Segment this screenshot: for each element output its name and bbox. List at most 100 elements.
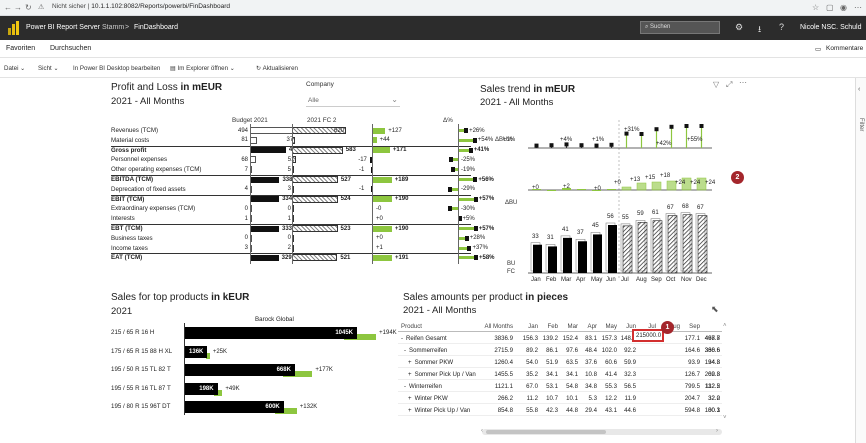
star-icon[interactable]: ☆ <box>812 3 820 12</box>
expand-toggle-icon[interactable]: - <box>404 347 407 354</box>
scrollbar-thumb[interactable] <box>486 430 606 434</box>
matrix-cell[interactable]: 43.1 <box>605 407 617 414</box>
matrix-header-cell[interactable]: All Months <box>484 323 513 330</box>
matrix-header-cell[interactable]: Aug <box>669 323 680 330</box>
download-icon[interactable]: ⭳ <box>758 24 762 34</box>
matrix-cell[interactable]: 44.8 <box>566 407 578 414</box>
matrix-cell[interactable]: 148.7 <box>620 335 636 342</box>
matrix-header-cell[interactable]: Product <box>401 323 423 330</box>
matrix-cell[interactable]: 55.8 <box>526 407 538 414</box>
matrix-cell[interactable]: 10.8 <box>585 371 597 378</box>
search-input[interactable]: ⌕ Suchen <box>640 21 720 34</box>
matrix-cell[interactable]: 67.0 <box>526 383 538 390</box>
matrix-cell[interactable]: 10.7 <box>546 395 558 402</box>
matrix-cell[interactable]: 80.3 <box>708 407 720 414</box>
matrix-cell[interactable]: 34.1 <box>566 371 578 378</box>
address-bar[interactable]: Nicht sicher | 10.1.1.102:8082/Reports/p… <box>52 3 231 10</box>
matrix-row[interactable]: + Sommer Pick Up / Van 1455.5 35.2 34.1 34.1 1… <box>398 369 722 380</box>
file-menu[interactable]: Datei ⌄ <box>4 65 26 72</box>
matrix-cell[interactable]: 42.3 <box>546 407 558 414</box>
expand-icon[interactable]: ⤢ <box>726 80 733 89</box>
matrix-cell[interactable]: 32.2 <box>708 395 720 402</box>
matrix-cell[interactable]: 266.2 <box>497 395 513 402</box>
explorer-button[interactable]: ▤ Im Explorer öffnen ⌄ <box>170 65 235 72</box>
matrix-cell[interactable]: 48.4 <box>585 347 597 354</box>
matrix-cell[interactable]: 56.5 <box>624 383 636 390</box>
matrix-cell[interactable]: 94.8 <box>708 359 720 366</box>
matrix-row-label[interactable]: + Winter PKW <box>408 393 448 404</box>
matrix-cell[interactable]: 53.1 <box>546 383 558 390</box>
matrix-cell[interactable]: 35.2 <box>526 371 538 378</box>
matrix-cell[interactable]: 5.3 <box>588 395 597 402</box>
edit-desktop-button[interactable]: In Power BI Desktop bearbeiten <box>73 65 161 72</box>
comment-icon[interactable]: ▭ <box>815 46 822 53</box>
matrix-cell[interactable]: 2715.9 <box>494 347 513 354</box>
matrix-cell[interactable]: 11.9 <box>624 395 636 402</box>
matrix-cell[interactable]: 29.4 <box>585 407 597 414</box>
matrix-cell[interactable]: 3836.9 <box>494 335 513 342</box>
edited-cell-value[interactable]: 215000.0 <box>636 332 662 339</box>
matrix-row-label[interactable]: + Sommer PKW <box>408 357 453 368</box>
browse-link[interactable]: Durchsuchen <box>50 45 92 52</box>
scroll-up-icon[interactable]: ˄ <box>723 323 727 329</box>
matrix-cell[interactable]: 134.3 <box>704 359 720 366</box>
matrix-cell[interactable]: 204.7 <box>684 395 700 402</box>
matrix-cell[interactable]: 89.2 <box>526 347 538 354</box>
expand-toggle-icon[interactable]: + <box>408 359 412 366</box>
matrix-cell[interactable]: 164.6 <box>684 347 700 354</box>
matrix-cell[interactable]: 12.2 <box>605 395 617 402</box>
company-slicer[interactable]: Company Alle ⌄ <box>306 81 400 107</box>
filter-icon[interactable]: ▽ <box>713 80 720 89</box>
matrix-row-label[interactable]: + Winter Pick Up / Van <box>408 405 470 416</box>
tabs-icon[interactable]: ▢ <box>826 3 834 12</box>
help-icon[interactable]: ? <box>779 22 785 32</box>
gear-icon[interactable]: ⚙ <box>735 22 744 32</box>
comments-button[interactable]: Kommentare <box>826 45 864 52</box>
matrix-cell[interactable]: 1260.4 <box>494 359 513 366</box>
matrix-cell[interactable]: 156.3 <box>522 335 538 342</box>
breadcrumb-root[interactable]: Stamm <box>102 24 125 31</box>
matrix-row[interactable]: + Winter PKW 266.2 11.2 10.7 10.1 5.3 12.2 11.9 2… <box>398 393 722 404</box>
filter-label[interactable]: Filter <box>858 118 864 132</box>
matrix-cell[interactable]: 59.9 <box>624 359 636 366</box>
matrix-row-label[interactable]: + Sommer Pick Up / Van <box>408 369 476 380</box>
matrix-cell[interactable]: 54.8 <box>566 383 578 390</box>
matrix-cell[interactable]: 11.2 <box>526 395 538 402</box>
matrix-cell[interactable]: 854.8 <box>497 407 513 414</box>
user-name[interactable]: Nicole NSC. Schuld <box>800 24 862 31</box>
scroll-left-icon[interactable]: ‹ <box>481 428 483 434</box>
matrix-cell[interactable]: 60.6 <box>605 359 617 366</box>
more-options-icon[interactable]: ⋯ <box>739 78 747 87</box>
refresh-button[interactable]: ↻ Aktualisieren <box>256 65 298 72</box>
app-name[interactable]: Power BI Report Server <box>26 24 100 31</box>
reload-icon[interactable]: ↻ <box>25 3 32 12</box>
matrix-cell[interactable]: 1455.5 <box>494 371 513 378</box>
profile-icon[interactable]: ◉ <box>840 3 847 12</box>
matrix-cell[interactable]: 86.1 <box>546 347 558 354</box>
expand-toggle-icon[interactable]: + <box>408 395 412 402</box>
matrix-cell[interactable]: 37.6 <box>585 359 597 366</box>
matrix-cell[interactable]: 468.8 <box>704 335 720 342</box>
matrix-cell[interactable]: 126.7 <box>684 371 700 378</box>
matrix-cell[interactable]: 69.8 <box>708 371 720 378</box>
matrix-header-cell[interactable]: May <box>605 323 617 330</box>
matrix-table[interactable]: Product All Months Jan Feb Mar Apr May Jun Jul Au… <box>398 321 722 425</box>
matrix-row[interactable]: + Winter Pick Up / Van 854.8 55.8 42.3 44.8 29… <box>398 405 722 416</box>
matrix-header-cell[interactable]: Jun <box>626 323 636 330</box>
matrix-cell[interactable]: 102.0 <box>601 347 617 354</box>
matrix-cell[interactable]: 132.2 <box>704 383 720 390</box>
matrix-cell[interactable]: 92.2 <box>624 347 636 354</box>
matrix-header-cell[interactable]: Apr <box>587 323 597 330</box>
scroll-right-icon[interactable]: › <box>716 428 718 434</box>
matrix-cell[interactable]: 83.1 <box>585 335 597 342</box>
menu-icon[interactable]: ⋯ <box>854 3 862 12</box>
matrix-cell[interactable]: 100.1 <box>704 407 720 414</box>
matrix-cell[interactable]: 54.0 <box>526 359 538 366</box>
matrix-scrollbar[interactable] <box>482 429 722 435</box>
matrix-cell[interactable]: 32.3 <box>624 371 636 378</box>
back-icon[interactable]: ← <box>4 3 12 12</box>
matrix-row-label[interactable]: - Sommerreifen <box>404 345 447 356</box>
expand-toggle-icon[interactable]: - <box>401 335 404 342</box>
view-menu[interactable]: Sicht ⌄ <box>38 65 59 72</box>
matrix-header-cell[interactable]: Jul <box>648 323 656 330</box>
